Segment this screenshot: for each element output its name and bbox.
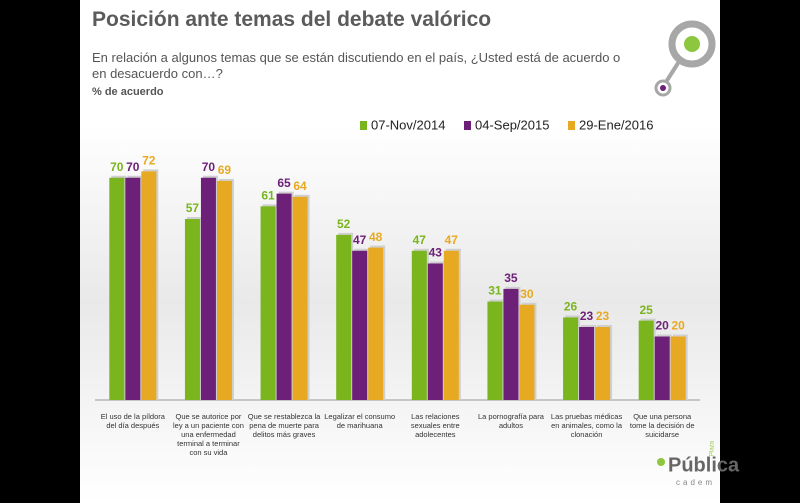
legend-label: 04-Sep/2015 (475, 117, 549, 132)
unit-note: % de acuerdo (92, 86, 164, 98)
data-label: 30 (520, 287, 534, 301)
legend-swatch (568, 121, 575, 130)
data-label: 48 (369, 230, 383, 244)
bar (184, 219, 200, 400)
x-tick-label: El uso de la píldora del día después (100, 412, 165, 430)
bar (292, 196, 308, 400)
bar (487, 301, 503, 400)
chart-title: Posición ante temas del debate valórico (92, 8, 492, 31)
logo-main: Pública (668, 454, 740, 476)
legend-swatch (464, 121, 471, 130)
bar (427, 263, 443, 400)
data-label: 23 (580, 309, 594, 323)
data-label: 64 (293, 179, 307, 193)
bar (141, 171, 157, 400)
bar (276, 193, 292, 400)
data-label: 65 (277, 176, 291, 190)
bar (563, 317, 579, 400)
data-label: 57 (186, 201, 200, 215)
data-label: 25 (640, 303, 654, 317)
data-label: 70 (202, 160, 216, 174)
x-tick-label: La pornografía para adultos (477, 412, 544, 430)
logo-small-dot (660, 85, 666, 91)
data-label: 35 (504, 271, 518, 285)
legend-label: 07-Nov/2014 (371, 117, 445, 132)
bar (670, 336, 686, 400)
bar (125, 177, 141, 400)
bar (216, 180, 232, 400)
logo-mark (657, 458, 665, 466)
bar (638, 320, 654, 400)
data-label: 47 (353, 233, 367, 247)
data-label: 23 (596, 309, 610, 323)
x-tick-label: Que se restablezca la pena de muerte par… (247, 412, 321, 439)
data-label: 69 (218, 163, 232, 177)
bar (443, 250, 459, 400)
data-label: 70 (126, 160, 140, 174)
x-tick-label: Que una persona tome la decisión de suic… (629, 412, 695, 439)
data-label: 70 (110, 160, 124, 174)
bar (336, 234, 352, 400)
logo-dot (684, 36, 700, 52)
bar (411, 250, 427, 400)
logo-top: Plaza (710, 440, 716, 456)
legend-label: 29-Ene/2016 (579, 117, 653, 132)
data-label: 31 (488, 284, 502, 298)
bar (595, 326, 611, 400)
logo-link (664, 58, 682, 84)
bar (200, 177, 216, 400)
data-label: 20 (656, 319, 670, 333)
bar (519, 304, 535, 400)
bar (654, 336, 670, 400)
subtitle: En relación a algunos temas que se están… (92, 50, 621, 81)
x-tick-label: Las pruebas médicas en animales, como la… (550, 412, 623, 439)
bar (109, 177, 125, 400)
x-tick-label: Las relaciones sexuales entre adolecente… (410, 412, 460, 439)
logo-bottom: cadem (676, 478, 715, 487)
data-label: 72 (142, 154, 156, 168)
data-label: 61 (261, 188, 275, 202)
x-tick-label: Que se autorice por ley a un paciente co… (172, 412, 244, 457)
data-label: 47 (445, 233, 459, 247)
data-label: 43 (429, 246, 443, 260)
bar (352, 250, 368, 400)
bar (260, 206, 276, 400)
x-tick-label: Legalizar el consumo de marihuana (324, 412, 396, 430)
bar (579, 326, 595, 400)
bar (368, 247, 384, 400)
data-label: 20 (672, 319, 686, 333)
bar (503, 288, 519, 400)
data-label: 47 (413, 233, 427, 247)
legend-swatch (360, 121, 367, 130)
data-label: 26 (564, 300, 578, 314)
data-label: 52 (337, 217, 351, 231)
